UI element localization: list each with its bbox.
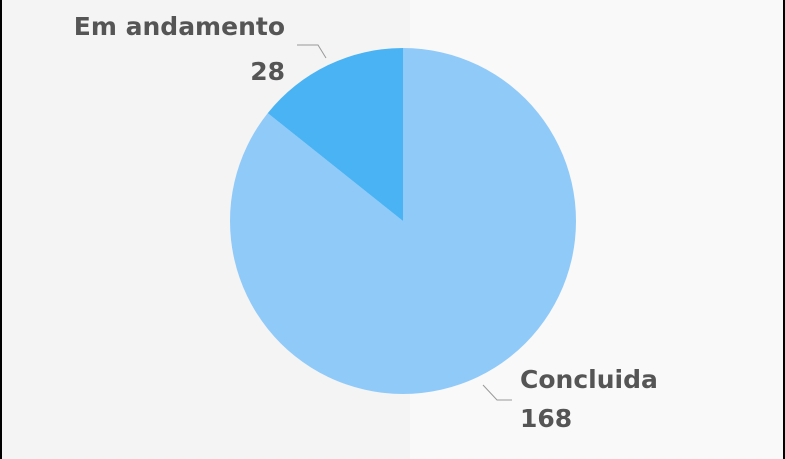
pie-slice bbox=[267, 48, 403, 221]
slice-value: 168 bbox=[520, 404, 572, 433]
slice-label: Concluida bbox=[520, 365, 658, 394]
leader-line bbox=[482, 384, 512, 401]
slice-value: 28 bbox=[250, 57, 285, 86]
slice-label: Em andamento bbox=[74, 12, 285, 41]
leader-line bbox=[297, 44, 327, 59]
